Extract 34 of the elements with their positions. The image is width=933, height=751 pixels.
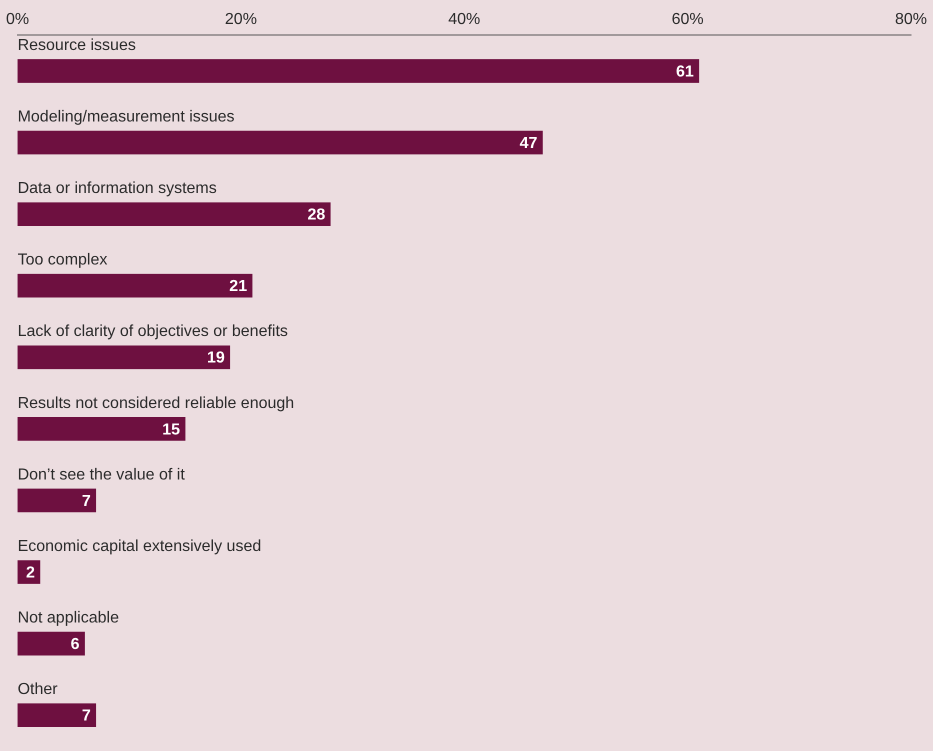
y-tick-label: Data or information systems: [18, 180, 217, 198]
x-tick-label: 20%: [224, 11, 257, 28]
y-tick-label: Don’t see the value of it: [18, 466, 186, 484]
x-tick-label: 0%: [6, 11, 30, 28]
bar: [18, 130, 543, 154]
data-label: 7: [82, 708, 91, 725]
data-label: 21: [229, 278, 248, 296]
y-tick-label: Economic capital extensively used: [18, 538, 262, 555]
y-tick-label: Results not considered reliable enough: [18, 394, 294, 412]
data-label: 7: [82, 492, 91, 510]
data-label: 15: [162, 421, 180, 438]
y-tick-label: Not applicable: [18, 610, 120, 627]
y-tick-label: Too complex: [18, 252, 108, 269]
y-tick-label: Resource issues: [18, 36, 136, 54]
data-label: 28: [307, 206, 326, 224]
bar: [18, 202, 331, 226]
bar: [18, 488, 96, 512]
y-tick-label: Lack of clarity of objectives or benefits: [18, 323, 288, 340]
bar: [18, 345, 230, 370]
y-tick-label: Modeling/measurement issues: [18, 108, 235, 126]
data-label: 61: [676, 63, 694, 80]
bar: [18, 59, 700, 83]
data-label: 2: [26, 564, 35, 582]
bar: [18, 703, 96, 728]
x-tick-label: 60%: [672, 11, 704, 28]
x-tick-label: 40%: [448, 11, 480, 28]
data-label: 19: [206, 350, 225, 367]
y-tick-label: Other: [18, 681, 58, 698]
data-label: 6: [70, 636, 80, 654]
x-tick-label: 80%: [894, 11, 928, 28]
bar: [18, 417, 186, 441]
bar: [18, 632, 85, 656]
data-label: 47: [520, 134, 538, 152]
bar: [18, 274, 252, 298]
